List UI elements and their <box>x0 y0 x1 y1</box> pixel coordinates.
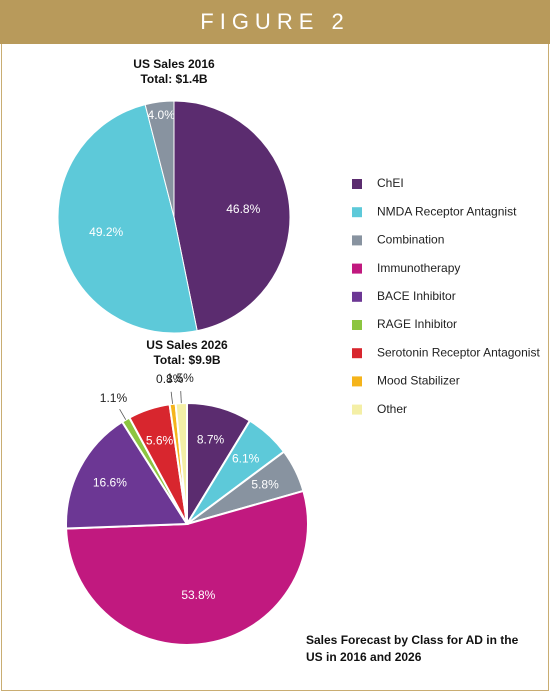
legend-label: ChEI <box>377 176 404 190</box>
figure-header: FIGURE 2 <box>0 0 550 44</box>
chart-title: US Sales 2026 <box>146 338 228 352</box>
value-label: 6.1% <box>232 452 260 466</box>
legend-label: Mood Stabilizer <box>377 374 460 388</box>
legend-label: RAGE Inhibitor <box>377 317 457 331</box>
chart-subtitle: Total: $1.4B <box>140 72 207 86</box>
legend-label: Combination <box>377 233 444 247</box>
value-label: 4.0% <box>148 108 176 122</box>
leader-line <box>180 391 182 404</box>
value-label: 1.1% <box>100 391 128 405</box>
caption: Sales Forecast by Class for AD in the US… <box>306 633 519 664</box>
pie-slice <box>174 401 188 525</box>
legend-swatch <box>352 320 362 330</box>
leader-line <box>119 409 127 420</box>
value-label: 53.8% <box>181 588 215 602</box>
value-label: 1.5% <box>166 371 194 385</box>
value-label: 5.8% <box>251 478 279 492</box>
leader-line <box>170 391 173 404</box>
legend-swatch <box>352 291 362 302</box>
legend-swatch <box>352 179 362 189</box>
value-label: 5.6% <box>146 433 174 447</box>
pie-slice <box>144 100 175 218</box>
legend-label: BACE Inhibitor <box>377 289 456 303</box>
value-label: 0.8% <box>156 372 184 386</box>
value-label: 8.7% <box>197 432 225 446</box>
legend-swatch <box>352 207 362 218</box>
pie-slice <box>65 420 189 530</box>
legend-label: Immunotherapy <box>377 261 460 275</box>
pie-slice <box>57 104 198 334</box>
chart-subtitle: Total: $9.9B <box>153 353 220 367</box>
legend-swatch <box>352 404 362 415</box>
legend-label: Serotonin Receptor Antagonist <box>377 345 540 359</box>
legend-swatch <box>352 235 362 246</box>
legend-swatch <box>352 376 362 387</box>
legend-label: Other <box>377 402 407 416</box>
value-label: 46.8% <box>226 202 260 216</box>
legend-swatch <box>352 348 362 359</box>
chart-title: US Sales 2016 <box>133 57 215 71</box>
value-label: 16.6% <box>93 476 127 490</box>
legend-swatch <box>352 263 362 274</box>
pie-slice <box>65 489 309 646</box>
pie-slice <box>173 100 291 332</box>
legend-label: NMDA Receptor Antagnist <box>377 204 517 218</box>
value-label: 49.2% <box>89 225 123 239</box>
